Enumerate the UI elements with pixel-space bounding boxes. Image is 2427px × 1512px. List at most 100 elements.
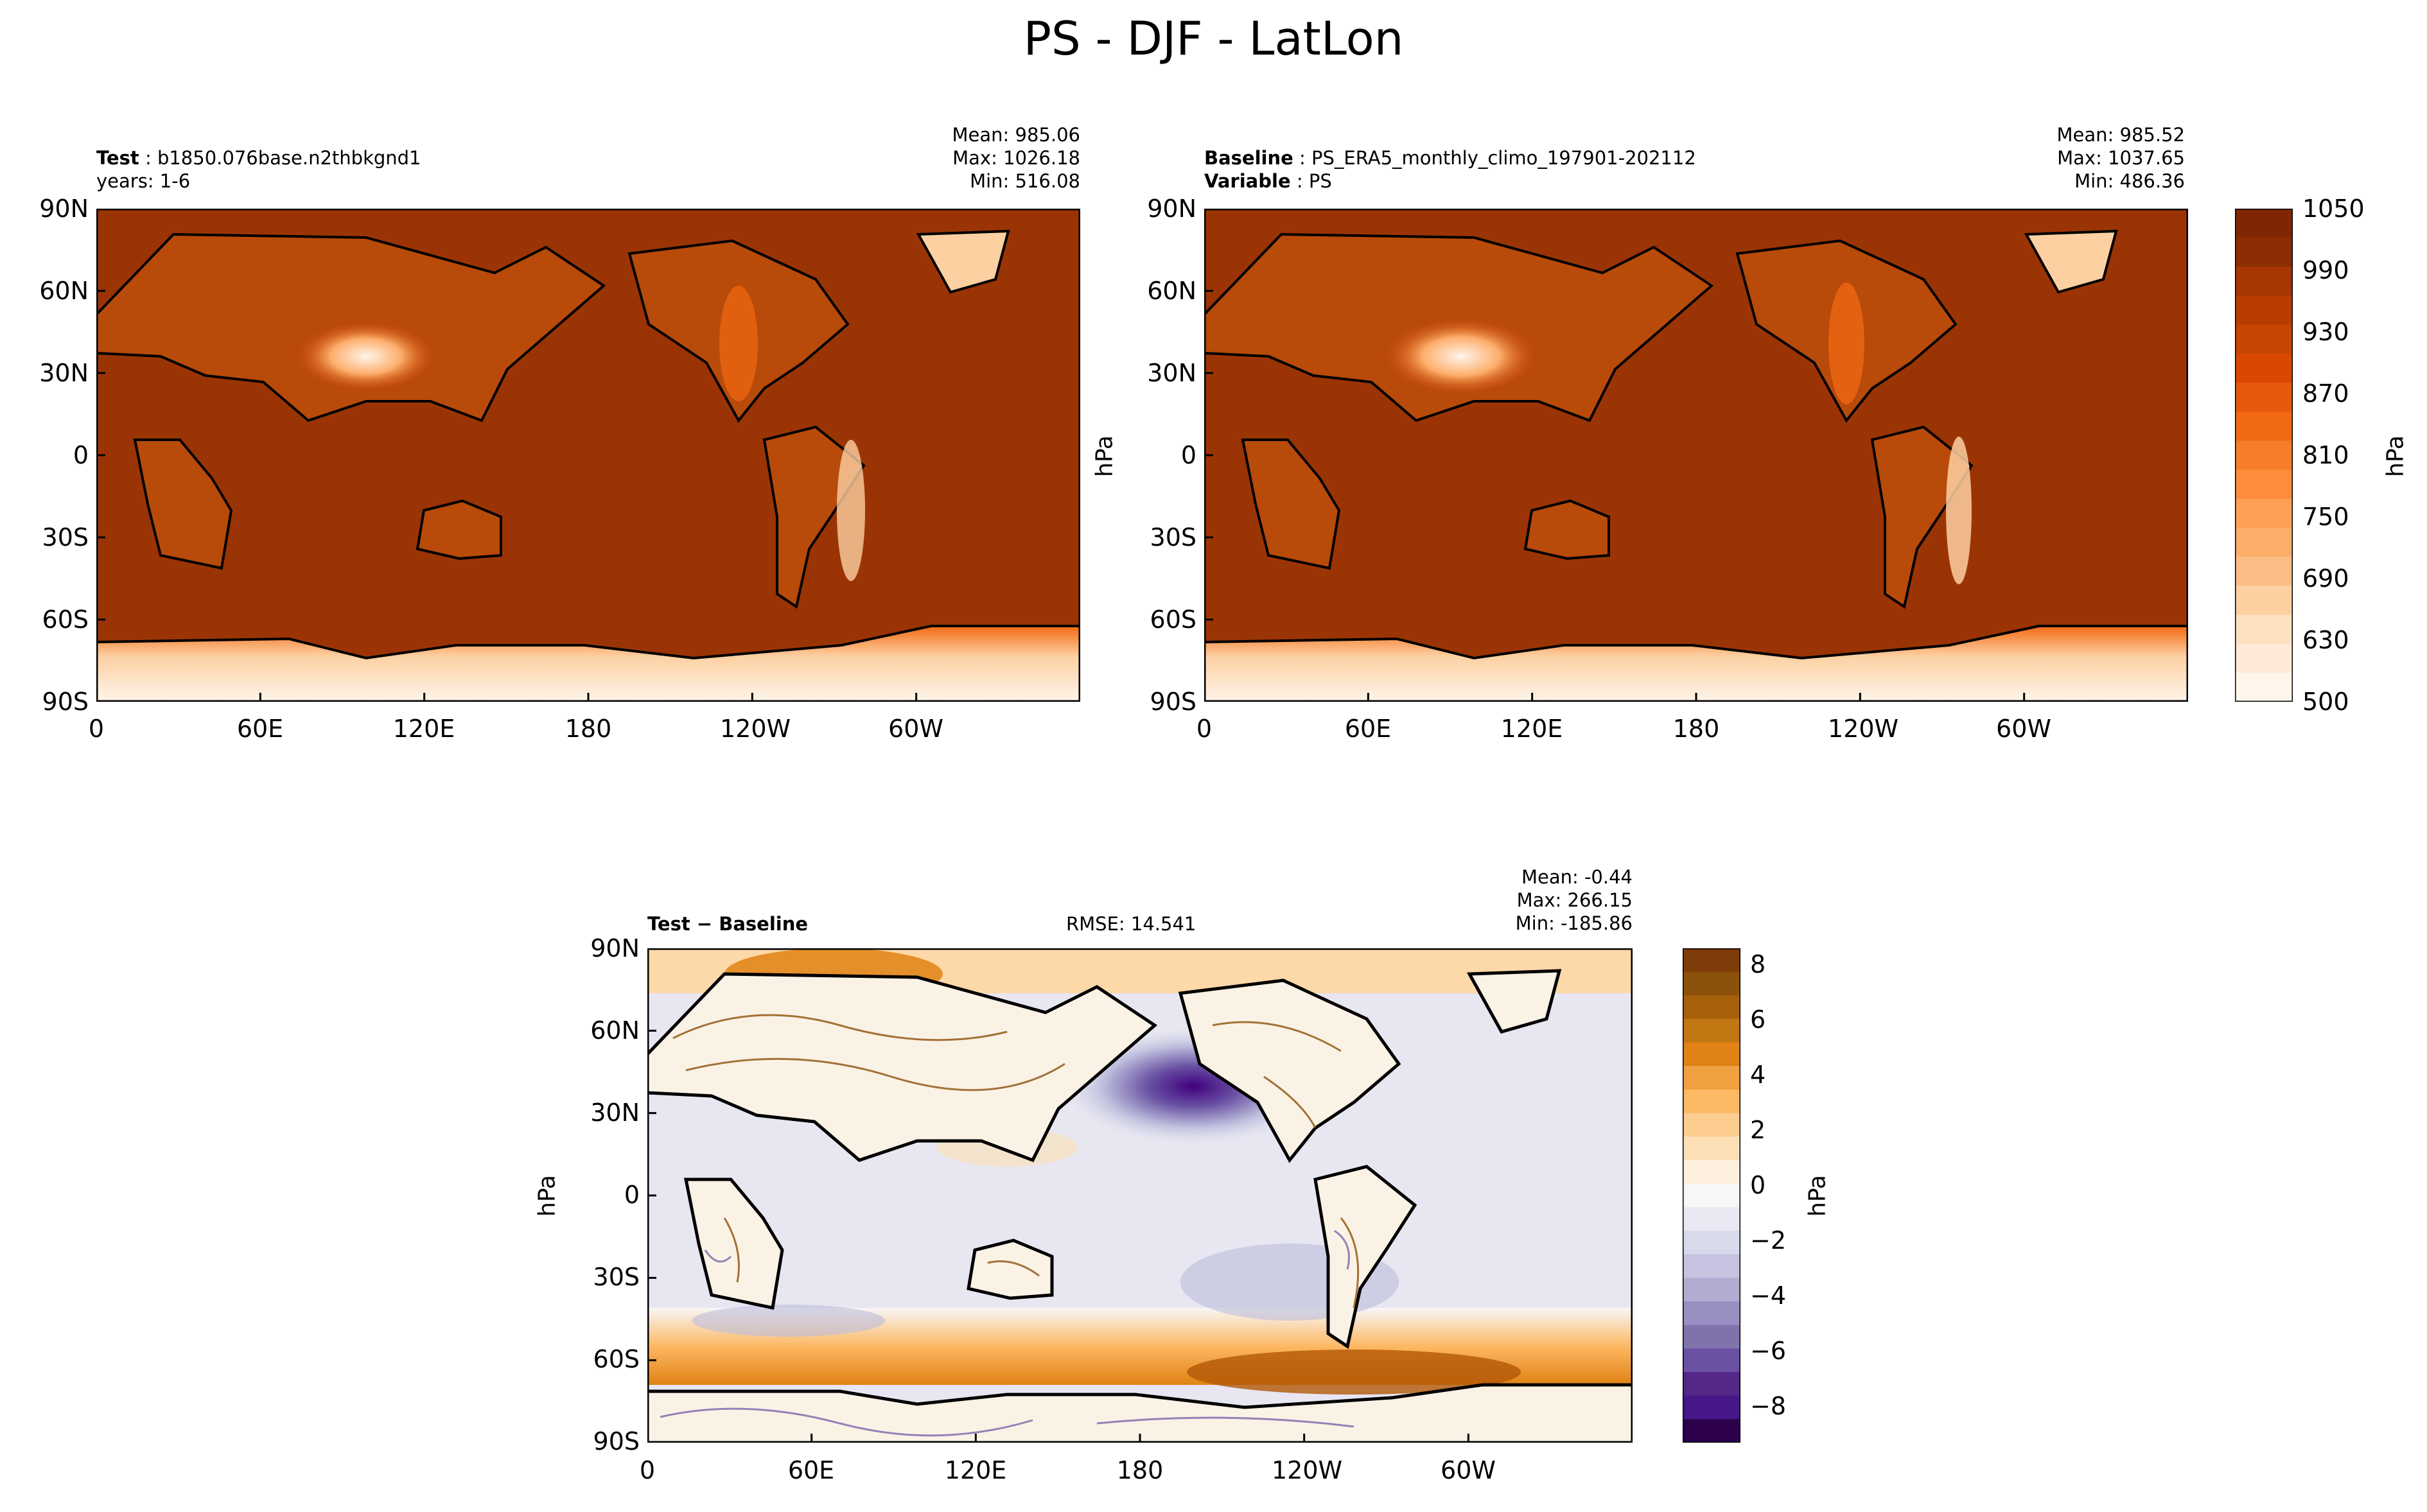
cbar2-tick-8: −8	[1750, 1392, 1787, 1420]
diff-land-contours	[672, 1014, 1360, 1308]
test-info: Test : b1850.076base.n2thbkgnd1 years: 1…	[96, 147, 421, 192]
colorbar-band	[1683, 971, 1740, 996]
colorbar-band	[1683, 1066, 1740, 1090]
diff-xtick-2: 120E	[944, 1456, 1007, 1484]
baseline-ytick-1: 60N	[1147, 277, 1196, 305]
baseline-xtick-0: 0	[1196, 715, 1213, 743]
colorbar-band	[2235, 498, 2293, 528]
test-rockies	[719, 286, 758, 401]
baseline-stats: Mean: 985.52 Max: 1037.65 Min: 486.36	[1927, 123, 2185, 193]
axis-tick-marks	[96, 209, 918, 702]
colorbar-band	[1683, 1113, 1740, 1137]
baseline-xtick-4: 120W	[1828, 715, 1899, 743]
diff-xtick-3: 180	[1116, 1456, 1164, 1484]
colorbar-band	[1683, 1325, 1740, 1349]
test-xtick-4: 120W	[720, 715, 791, 743]
axis-tick-marks	[647, 948, 1469, 1443]
cbar1-tick-4: 810	[2302, 441, 2349, 469]
test-xtick-5: 60W	[888, 715, 943, 743]
colorbar-band	[1683, 1136, 1740, 1161]
test-ytick-1: 60N	[39, 277, 89, 305]
colorbar-band	[1683, 1183, 1740, 1208]
colorbar-band	[2235, 238, 2293, 267]
cbar1-label: hPa	[2382, 435, 2409, 477]
colorbar-band	[2235, 295, 2293, 326]
colorbar-band	[2235, 440, 2293, 471]
diff-info: Test − Baseline	[647, 912, 808, 935]
baseline-variable-label: Variable	[1204, 170, 1291, 192]
baseline-ylabel: hPa	[1091, 435, 1118, 477]
colorbar-band	[2235, 557, 2293, 586]
colorbar-band	[2235, 412, 2293, 441]
baseline-rockies	[1828, 282, 1864, 404]
cbar1-tick-5: 750	[2302, 503, 2349, 531]
baseline-ytick-2: 30N	[1147, 359, 1196, 387]
diff-colorbar	[1683, 948, 1740, 1443]
colorbar-band	[1683, 1160, 1740, 1185]
cbar2-tick-0: 8	[1750, 950, 1766, 978]
diff-ylabel: hPa	[534, 1175, 561, 1217]
colorbar-band	[2235, 614, 2293, 645]
colorbar-band	[1683, 1019, 1740, 1043]
cbar1-tick-3: 870	[2302, 379, 2349, 408]
cbar2-tick-4: 0	[1750, 1171, 1766, 1199]
colorbar-band	[2235, 469, 2293, 500]
baseline-xtick-3: 180	[1672, 715, 1720, 743]
test-colorbar	[2235, 209, 2293, 702]
cbar2-tick-1: 6	[1750, 1005, 1766, 1034]
cbar1-tick-7: 630	[2302, 626, 2349, 654]
test-case-name: b1850.076base.n2thbkgnd1	[157, 147, 421, 169]
colorbar-band	[2235, 672, 2293, 702]
baseline-tibet-plateau	[1384, 318, 1538, 395]
test-ytick-0: 90N	[39, 195, 89, 223]
colorbar-band	[1683, 1090, 1740, 1114]
diff-ytick-5: 60S	[593, 1345, 640, 1373]
cbar1-tick-8: 500	[2302, 688, 2349, 716]
test-label: Test	[96, 147, 139, 169]
test-xtick-3: 180	[565, 715, 612, 743]
test-mean: Mean: 985.06	[952, 124, 1080, 146]
test-ytick-2: 30N	[39, 359, 89, 387]
colorbar-band	[2235, 324, 2293, 354]
colorbar-band	[1683, 1395, 1740, 1420]
axis-tick-marks	[1204, 209, 2026, 702]
test-xtick-2: 120E	[392, 715, 455, 743]
test-ytick-3: 0	[73, 441, 89, 469]
diff-map	[647, 948, 1633, 1443]
baseline-xtick-2: 120E	[1500, 715, 1563, 743]
test-min: Min: 516.08	[970, 170, 1080, 192]
cbar1-tick-0: 1050	[2302, 195, 2365, 223]
baseline-xtick-5: 60W	[1996, 715, 2051, 743]
baseline-dataset-name: PS_ERA5_monthly_climo_197901-202112	[1311, 147, 1696, 169]
diff-ytick-0: 90N	[590, 934, 640, 962]
colorbar-band	[1683, 1254, 1740, 1278]
diff-xtick-1: 60E	[787, 1456, 835, 1484]
test-ytick-6: 90S	[42, 688, 89, 716]
baseline-ytick-0: 90N	[1147, 195, 1196, 223]
diff-ytick-3: 0	[624, 1181, 640, 1209]
diff-xtick-0: 0	[639, 1456, 656, 1484]
test-andes	[837, 440, 865, 581]
test-map	[96, 209, 1080, 702]
colorbar-band	[1683, 1207, 1740, 1231]
colorbar-band	[1683, 1372, 1740, 1396]
cbar1-tick-2: 930	[2302, 318, 2349, 346]
cbar2-label: hPa	[1804, 1175, 1831, 1217]
diff-ytick-2: 30N	[590, 1099, 640, 1127]
colorbar-band	[2235, 266, 2293, 297]
baseline-xtick-1: 60E	[1344, 715, 1392, 743]
cbar2-tick-3: 2	[1750, 1116, 1766, 1144]
colorbar-band	[2235, 643, 2293, 673]
diff-min: Min: -185.86	[1515, 912, 1633, 934]
diff-mean: Mean: -0.44	[1521, 866, 1633, 888]
colorbar-band	[1683, 1278, 1740, 1302]
test-ytick-5: 60S	[42, 605, 89, 634]
baseline-max: Max: 1037.65	[2057, 147, 2185, 169]
baseline-andes	[1946, 437, 1972, 584]
baseline-ytick-3: 0	[1180, 441, 1196, 469]
cbar2-tick-7: −6	[1750, 1337, 1787, 1365]
colorbar-band	[2235, 586, 2293, 615]
diff-ytick-1: 60N	[590, 1016, 640, 1045]
test-colorbar-bands	[2235, 209, 2293, 702]
diff-stats: Mean: -0.44 Max: 266.15 Min: -185.86	[1374, 865, 1633, 935]
